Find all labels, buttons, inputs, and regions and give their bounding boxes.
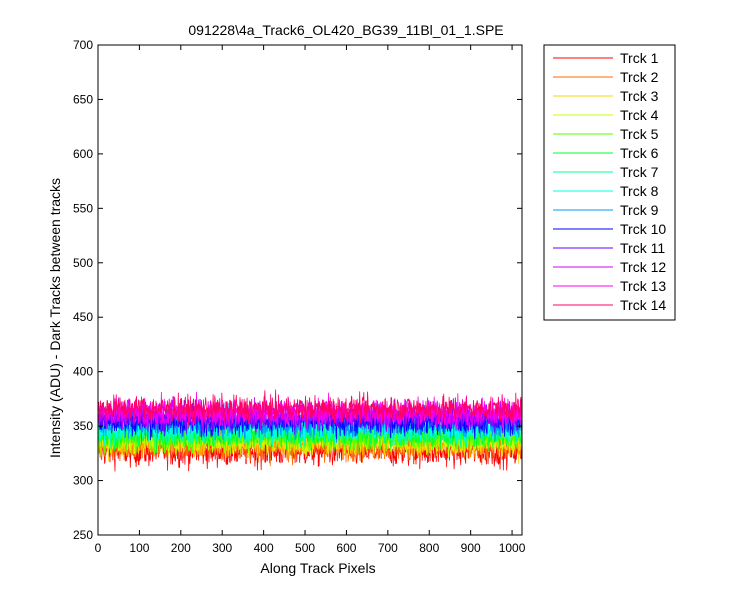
- legend-label: Trck 2: [620, 69, 659, 85]
- legend-box: [543, 44, 676, 321]
- legend-items: Trck 1 Trck 2 Trck 3 Trck 4 Trck 5 Trck 6 Trck…: [553, 50, 666, 313]
- y-tick-label: 650: [73, 92, 93, 106]
- chart-title: 091228\4a_Track6_OL420_BG39_11Bl_01_1.SP…: [188, 22, 503, 38]
- x-tick-label: 500: [295, 541, 315, 555]
- axes-box: [97, 44, 523, 536]
- y-tick-label: 300: [73, 474, 93, 488]
- y-axis-ticks: 250 300 350 400 450 500 550 600 650 700: [73, 38, 522, 542]
- y-tick-label: 400: [73, 365, 93, 379]
- y-tick-label: 350: [73, 419, 93, 433]
- x-tick-label: 100: [129, 541, 149, 555]
- legend-label: Trck 14: [620, 297, 666, 313]
- x-tick-label: 0: [95, 541, 102, 555]
- y-axis-label: Intensity (ADU) - Dark Tracks between tr…: [47, 178, 63, 458]
- x-tick-label: 300: [212, 541, 232, 555]
- series-group: [98, 389, 523, 472]
- legend-label: Trck 9: [620, 202, 659, 218]
- y-tick-label: 700: [73, 38, 93, 52]
- series-line-14: [98, 389, 523, 429]
- legend-label: Trck 8: [620, 183, 659, 199]
- y-tick-label: 550: [73, 201, 93, 215]
- axes-background: [98, 45, 522, 535]
- x-tick-label: 900: [461, 541, 481, 555]
- y-tick-label: 500: [73, 256, 93, 270]
- x-tick-label: 200: [171, 541, 191, 555]
- x-tick-label: 600: [336, 541, 356, 555]
- x-tick-label: 400: [254, 541, 274, 555]
- legend: Trck 1 Trck 2 Trck 3 Trck 4 Trck 5 Trck 6 Trck…: [543, 44, 676, 321]
- legend-label: Trck 5: [620, 126, 659, 142]
- y-tick-label: 600: [73, 147, 93, 161]
- x-axis-label: Along Track Pixels: [260, 560, 375, 576]
- y-tick-label: 450: [73, 310, 93, 324]
- legend-label: Trck 1: [620, 50, 659, 66]
- legend-label: Trck 4: [620, 107, 659, 123]
- legend-label: Trck 13: [620, 278, 666, 294]
- plot-area: 0 100 200 300 400 500 600 700 800 900 1000 250 300 3…: [73, 38, 526, 555]
- x-axis-ticks: 0 100 200 300 400 500 600 700 800 900 1000: [95, 45, 526, 555]
- series-line-5: [98, 417, 523, 457]
- legend-label: Trck 10: [620, 221, 666, 237]
- x-tick-label: 1000: [499, 541, 526, 555]
- legend-label: Trck 6: [620, 145, 659, 161]
- y-tick-label: 250: [73, 528, 93, 542]
- x-tick-label: 700: [378, 541, 398, 555]
- x-tick-label: 800: [419, 541, 439, 555]
- legend-label: Trck 12: [620, 259, 666, 275]
- legend-label: Trck 3: [620, 88, 659, 104]
- legend-label: Trck 7: [620, 164, 659, 180]
- legend-label: Trck 11: [620, 240, 665, 256]
